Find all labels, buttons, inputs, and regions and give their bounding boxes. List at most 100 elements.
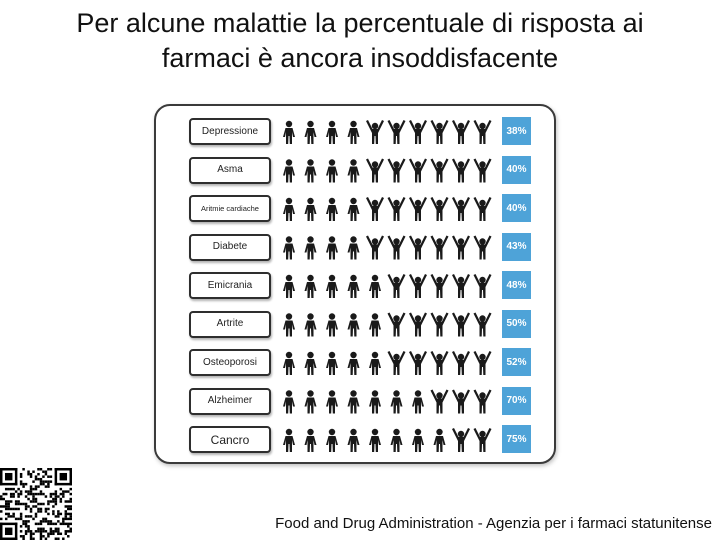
- row-label-5: Emicrania: [189, 272, 271, 299]
- person-arms-up-icon: [473, 428, 492, 452]
- percent-badge-3: 40%: [502, 194, 531, 222]
- person-arms-up-icon: [409, 351, 427, 375]
- person-arms-up-icon: [409, 158, 427, 183]
- person-arms-down-icon: [369, 428, 381, 452]
- person-arms-down-icon: [304, 351, 317, 375]
- person-arms-up-icon: [366, 158, 384, 183]
- person-arms-down-icon: [369, 351, 381, 375]
- person-arms-down-icon: [283, 351, 295, 375]
- row-label-4: Diabete: [189, 233, 271, 261]
- person-arms-down-icon: [347, 197, 360, 221]
- person-arms-down-icon: [283, 159, 295, 183]
- person-arms-down-icon: [283, 390, 295, 414]
- percent-badge-6: 50%: [502, 309, 531, 338]
- person-arms-up-icon: [387, 312, 406, 337]
- percent-badge-7: 52%: [502, 348, 531, 376]
- person-arms-down-icon: [347, 428, 360, 452]
- person-arms-down-icon: [304, 159, 317, 183]
- person-arms-down-icon: [283, 120, 295, 144]
- person-arms-down-icon: [347, 351, 360, 375]
- person-arms-up-icon: [473, 197, 492, 221]
- person-arms-up-icon: [452, 197, 470, 221]
- figure-row-2: [283, 158, 492, 183]
- person-arms-up-icon: [409, 312, 427, 337]
- person-arms-up-icon: [409, 274, 427, 298]
- person-arms-down-icon: [390, 428, 403, 452]
- row-label-8: Alzheimer: [189, 387, 271, 415]
- person-arms-down-icon: [283, 197, 295, 221]
- percent-badge-8: 70%: [502, 386, 531, 415]
- person-arms-down-icon: [283, 428, 295, 452]
- figure-row-9: [283, 428, 492, 452]
- percent-badge-4: 43%: [502, 232, 531, 261]
- person-arms-down-icon: [326, 390, 338, 414]
- page-title: Per alcune malattie la percentuale di ri…: [0, 6, 720, 76]
- person-arms-down-icon: [283, 236, 295, 260]
- person-arms-up-icon: [366, 235, 384, 260]
- person-arms-down-icon: [304, 390, 317, 414]
- person-arms-up-icon: [452, 235, 470, 260]
- person-arms-up-icon: [409, 235, 427, 260]
- row-label-3: Aritmie cardiache: [189, 195, 271, 222]
- person-arms-down-icon: [369, 313, 381, 337]
- person-arms-down-icon: [369, 390, 381, 414]
- person-arms-down-icon: [369, 274, 381, 298]
- person-arms-down-icon: [304, 236, 317, 260]
- person-arms-down-icon: [326, 274, 338, 298]
- person-arms-down-icon: [304, 120, 317, 144]
- person-arms-up-icon: [452, 389, 470, 414]
- person-arms-down-icon: [304, 197, 317, 221]
- source-caption: Food and Drug Administration - Agenzia p…: [275, 515, 712, 532]
- person-arms-up-icon: [473, 274, 492, 298]
- pictogram-grid: [283, 120, 492, 452]
- person-arms-up-icon: [473, 235, 492, 260]
- person-arms-up-icon: [387, 120, 406, 144]
- title-line-1: Per alcune malattie la percentuale di ri…: [76, 8, 644, 38]
- figure-row-7: [283, 351, 492, 375]
- person-arms-up-icon: [430, 235, 449, 260]
- person-arms-down-icon: [326, 197, 338, 221]
- percent-badge-5: 48%: [502, 271, 531, 299]
- person-arms-down-icon: [326, 313, 338, 337]
- person-arms-down-icon: [347, 274, 360, 298]
- person-arms-down-icon: [326, 236, 338, 260]
- person-arms-up-icon: [452, 428, 470, 452]
- figure-row-6: [283, 312, 492, 337]
- person-arms-up-icon: [430, 197, 449, 221]
- qr-code-icon: [0, 468, 72, 540]
- person-arms-down-icon: [347, 313, 360, 337]
- person-arms-up-icon: [387, 197, 406, 221]
- percent-badge-1: 38%: [502, 117, 531, 145]
- person-arms-up-icon: [366, 120, 384, 144]
- person-arms-down-icon: [412, 390, 424, 414]
- person-arms-up-icon: [452, 158, 470, 183]
- person-arms-up-icon: [387, 351, 406, 375]
- person-arms-up-icon: [409, 197, 427, 221]
- person-arms-up-icon: [473, 158, 492, 183]
- person-arms-up-icon: [430, 158, 449, 183]
- person-arms-down-icon: [390, 390, 403, 414]
- person-arms-up-icon: [473, 351, 492, 375]
- person-arms-down-icon: [433, 428, 446, 452]
- row-label-9: Cancro: [189, 426, 271, 453]
- person-arms-up-icon: [473, 312, 492, 337]
- person-arms-down-icon: [304, 428, 317, 452]
- person-arms-down-icon: [347, 120, 360, 144]
- person-arms-down-icon: [304, 313, 317, 337]
- person-arms-down-icon: [347, 236, 360, 260]
- person-arms-down-icon: [326, 159, 338, 183]
- row-label-6: Artrite: [189, 310, 271, 338]
- percent-badge-2: 40%: [502, 155, 531, 184]
- person-arms-up-icon: [366, 197, 384, 221]
- row-label-2: Asma: [189, 156, 271, 184]
- person-arms-down-icon: [283, 313, 295, 337]
- figure-row-5: [283, 274, 492, 298]
- figure-row-3: [283, 197, 492, 221]
- person-arms-up-icon: [430, 351, 449, 375]
- person-arms-up-icon: [452, 312, 470, 337]
- row-label-7: Osteoporosi: [189, 349, 271, 376]
- person-arms-up-icon: [387, 274, 406, 298]
- person-arms-down-icon: [347, 159, 360, 183]
- person-arms-down-icon: [412, 428, 424, 452]
- person-arms-up-icon: [430, 120, 449, 144]
